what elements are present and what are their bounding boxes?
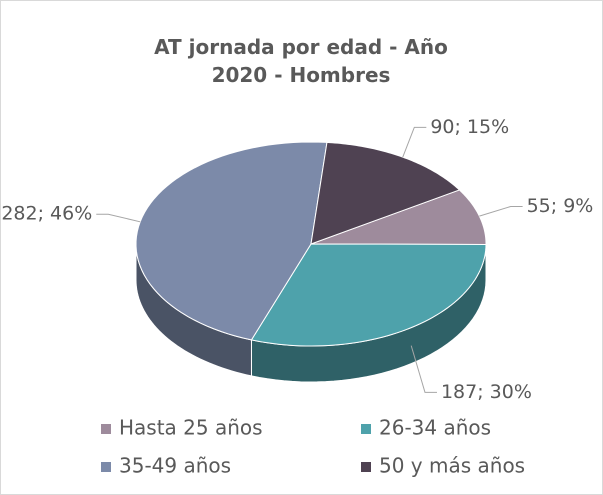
legend-swatch [101, 462, 111, 472]
legend-label: 26-34 años [379, 416, 491, 440]
data-label: 90; 15% [430, 116, 509, 138]
leader-line [479, 206, 523, 217]
data-label: 282; 46% [1, 203, 92, 225]
leader-line [96, 213, 141, 223]
tops [135, 141, 487, 347]
data-label: 187; 30% [441, 381, 532, 403]
legend-label: 35-49 años [119, 454, 231, 478]
leader-line [402, 126, 427, 158]
slice [250, 243, 487, 347]
data-label: 55; 9% [527, 195, 594, 217]
leader-line [410, 345, 437, 393]
legend-label: Hasta 25 años [119, 416, 263, 440]
legend-swatch [361, 462, 371, 472]
chart-title: AT jornada por edad - Año 2020 - Hombres [154, 35, 448, 87]
legend-swatch [101, 424, 111, 434]
legend-label: 50 y más años [379, 454, 525, 478]
legend-swatch [361, 424, 371, 434]
